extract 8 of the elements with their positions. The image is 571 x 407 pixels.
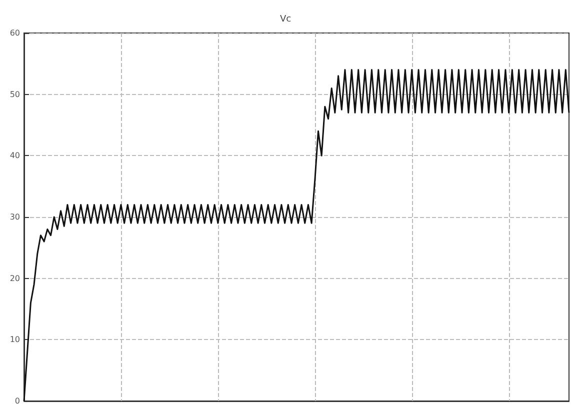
y-tick-label: 50: [10, 90, 20, 99]
y-tick-label: 60: [10, 28, 20, 38]
y-tick-label: 0: [14, 396, 20, 406]
y-tick-label: 40: [10, 151, 20, 160]
y-tick-label: 30: [10, 212, 20, 222]
chart-title: Vc: [280, 14, 292, 24]
y-tick-label: 20: [10, 274, 20, 283]
y-tick-label: 10: [10, 335, 20, 344]
